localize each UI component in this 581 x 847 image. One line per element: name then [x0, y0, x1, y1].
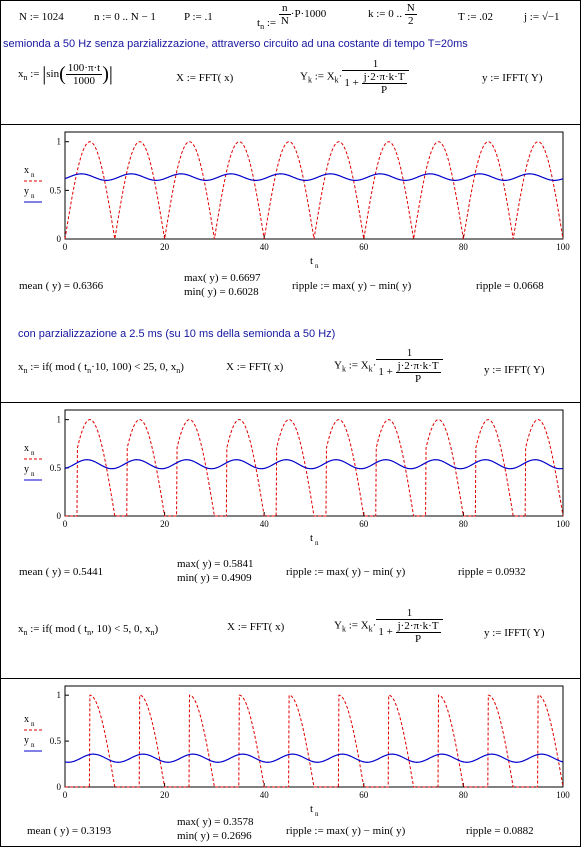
plot-2[interactable]: 0 20 40 60 80 100 0 0.5 1 x n y n t n [0, 403, 580, 554]
section2-ripple-value: ripple = 0.0932 [458, 566, 526, 578]
x-tick-label: 100 [556, 790, 570, 800]
section2-ifft[interactable]: y := IFFT( Y) [484, 364, 545, 376]
section2-ripple-def[interactable]: ripple := max( y) − min( y) [286, 566, 406, 578]
x-tick-label: 80 [459, 242, 469, 252]
x-tick-label: 60 [359, 242, 369, 252]
section1-fft[interactable]: X := FFT( x) [176, 72, 234, 84]
legend-y-sub: n [31, 192, 35, 200]
x-tick-label: 0 [63, 242, 68, 252]
x-axis-label: t [310, 803, 313, 815]
y-tick-label: 1 [57, 137, 62, 147]
legend-x-sub: n [31, 449, 35, 457]
plot-area [64, 409, 564, 517]
region-separator [0, 124, 580, 125]
section2-fft[interactable]: X := FFT( x) [226, 361, 284, 373]
legend-x-sub: n [31, 171, 35, 179]
y-tick-label: 0.5 [50, 463, 62, 473]
plot-3[interactable]: 0 20 40 60 80 100 0 0.5 1 x n y n t n [0, 679, 580, 822]
x-axis-label-sub: n [315, 539, 319, 547]
x-tick-label: 0 [63, 519, 68, 529]
series-x-line [65, 694, 564, 788]
legend-y-label: y [24, 735, 29, 746]
def-n[interactable]: n := 0 .. N − 1 [94, 11, 156, 23]
x-tick-label: 60 [359, 519, 369, 529]
def-T[interactable]: T := .02 [458, 11, 494, 23]
x-axis-label-sub: n [315, 262, 319, 270]
legend-x-label: x [24, 443, 29, 454]
section1-x-definition[interactable]: xn := |sin(100·π·t 1000)| [18, 62, 113, 87]
section1-ifft[interactable]: y := IFFT( Y) [482, 72, 543, 84]
y-tick-label: 0.5 [50, 736, 62, 746]
legend-y-sub: n [31, 470, 35, 478]
section3-fft[interactable]: X := FFT( x) [227, 621, 285, 633]
section2-max: max( y) = 0.5841 [177, 558, 254, 570]
x-axis-label: t [310, 532, 313, 544]
y-tick-label: 1 [57, 415, 62, 425]
section1-yk-definition[interactable]: Yk := Xk· 1 1 + j·2·π·k·T P [300, 58, 409, 96]
series-x-line [64, 141, 564, 240]
x-tick-label: 40 [260, 790, 270, 800]
section2-title: con parzializzazione a 2.5 ms (su 10 ms … [18, 328, 336, 340]
x-tick-label: 80 [459, 519, 469, 529]
x-axis-label-sub: n [315, 810, 319, 818]
y-tick-label: 0 [57, 234, 62, 244]
x-tick-label: 80 [459, 790, 469, 800]
def-j[interactable]: j := √−1 [524, 11, 560, 23]
region-separator [0, 678, 580, 679]
section1-ripple-value: ripple = 0.0668 [476, 280, 544, 292]
x-tick-label: 100 [556, 519, 570, 529]
x-axis-label: t [310, 255, 313, 267]
series-x-line [65, 419, 564, 517]
plot-1[interactable]: 0 20 40 60 80 100 0 0.5 1 x n y n t n [0, 125, 580, 276]
series-y-line [64, 753, 564, 763]
x-tick-label: 20 [160, 519, 170, 529]
x-tick-label: 20 [160, 242, 170, 252]
legend-y-sub: n [31, 741, 35, 749]
x-tick-label: 60 [359, 790, 369, 800]
section3-ripple-def[interactable]: ripple := max( y) − min( y) [286, 825, 406, 837]
x-tick-label: 100 [556, 242, 570, 252]
region-separator [0, 402, 580, 403]
section3-max: max( y) = 0.3578 [177, 816, 254, 828]
section1-mean: mean ( y) = 0.6366 [19, 280, 104, 292]
section2-min: min( y) = 0.4909 [177, 572, 252, 584]
section3-min: min( y) = 0.2696 [177, 830, 252, 842]
section2-yk-definition[interactable]: Yk := Xk· 1 1 + j·2·π·k·T P [334, 347, 443, 385]
section1-min: min( y) = 0.6028 [184, 286, 259, 298]
legend-y-label: y [24, 186, 29, 197]
x-tick-label: 0 [63, 790, 68, 800]
section3-mean: mean ( y) = 0.3193 [27, 825, 112, 837]
x-tick-label: 40 [260, 519, 270, 529]
legend-x-label: x [24, 714, 29, 725]
section3-ifft[interactable]: y := IFFT( Y) [484, 627, 545, 639]
x-tick-label: 40 [260, 242, 270, 252]
def-tn[interactable]: tn := n N ·P·1000 [257, 2, 327, 32]
y-tick-label: 0 [57, 782, 62, 792]
series-y-line [64, 459, 564, 470]
section3-yk-definition[interactable]: Yk := Xk· 1 1 + j·2·π·k·T P [334, 607, 443, 645]
y-tick-label: 1 [57, 690, 62, 700]
legend-x-sub: n [31, 720, 35, 728]
plot-area [64, 131, 564, 240]
section2-mean: mean ( y) = 0.5441 [19, 566, 104, 578]
section1-ripple-def[interactable]: ripple := max( y) − min( y) [292, 280, 412, 292]
legend-y-label: y [24, 464, 29, 475]
series-y-line [64, 173, 564, 181]
x-tick-label: 20 [160, 790, 170, 800]
y-tick-label: 0 [57, 511, 62, 521]
section3-x-definition[interactable]: xn := if( mod ( tn, 10) < 5, 0, xn) [18, 623, 159, 638]
legend-x-label: x [24, 165, 29, 176]
section3-ripple-value: ripple = 0.0882 [466, 825, 534, 837]
def-P[interactable]: P := .1 [184, 11, 213, 23]
section2-x-definition[interactable]: xn := if( mod ( tn·10, 100) < 25, 0, xn) [18, 361, 184, 376]
def-N[interactable]: N := 1024 [19, 11, 64, 23]
section1-title: semionda a 50 Hz senza parzializzazione,… [3, 38, 468, 50]
y-tick-label: 0.5 [50, 185, 62, 195]
section1-max: max( y) = 0.6697 [184, 272, 261, 284]
